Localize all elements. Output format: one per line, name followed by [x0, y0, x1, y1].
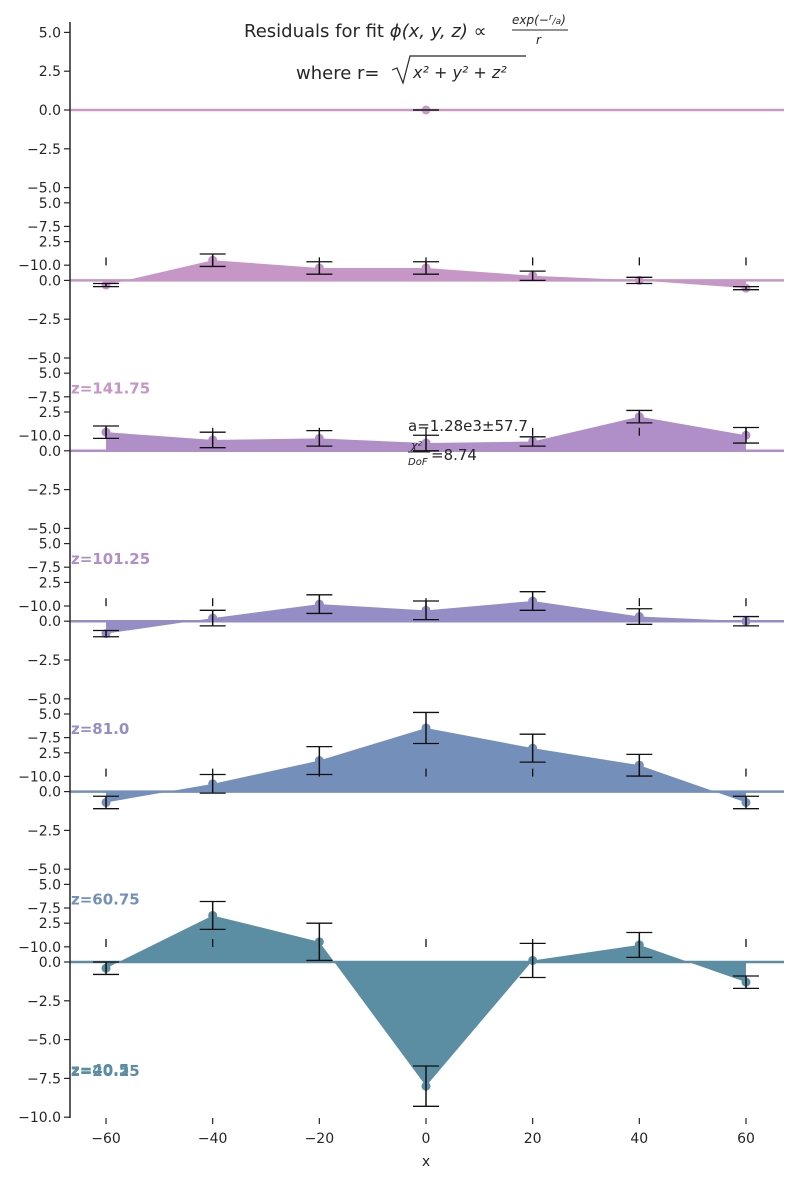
y-tick-label: −10.0: [18, 769, 61, 785]
y-ticks-panel-3: 5.0 2.5 0.0 −2.5 −5.0 −7.5 −10.0: [18, 537, 70, 785]
z-label: z=101.25: [71, 550, 150, 568]
y-tick-label: 2.5: [39, 235, 61, 251]
x-tick-label: 0: [422, 1131, 431, 1147]
y-tick-label: 0.0: [39, 273, 61, 289]
x-tick-label: 20: [524, 1131, 542, 1147]
axes-layer: 5.0 2.5 0.0 −2.5 −5.0 −7.5 −10.0 5.0 2.5 0.0 −2.5 −…: [18, 22, 755, 1147]
y-tick-label: −7.5: [27, 731, 61, 747]
y-tick-label: 2.5: [39, 575, 61, 591]
y-tick-label: −7.5: [27, 901, 61, 917]
y-tick-label: 0.0: [39, 444, 61, 460]
y-tick-label: 5.0: [39, 537, 61, 553]
y-tick-label: −2.5: [27, 483, 61, 499]
y-tick-label: −7.5: [27, 1071, 61, 1087]
y-tick-label: 2.5: [39, 916, 61, 932]
x-tick-label: 60: [737, 1131, 755, 1147]
panel-1: [70, 253, 784, 293]
y-tick-label: 5.0: [39, 707, 61, 723]
z-label-bottom: z=20.25: [71, 1062, 140, 1080]
y-tick-label: −5.0: [27, 862, 61, 878]
y-ticks-panel-0: 5.0 2.5 0.0 −2.5 −5.0 −7.5 −10.0: [18, 25, 70, 274]
y-tick-label: 2.5: [39, 746, 61, 762]
y-tick-label: −2.5: [27, 142, 61, 158]
y-tick-label: −5.0: [27, 351, 61, 367]
x-tick-label: −20: [305, 1131, 335, 1147]
svg-text:DoF: DoF: [408, 457, 428, 468]
y-tick-label: 0.0: [39, 955, 61, 971]
panel-3: [70, 591, 784, 639]
y-tick-label: 0.0: [39, 103, 61, 119]
panel-0: [70, 105, 784, 115]
z-label: z=60.75: [71, 891, 140, 909]
y-tick-label: 5.0: [39, 196, 61, 212]
y-tick-label: 0.0: [39, 785, 61, 801]
svg-text:r: r: [536, 33, 542, 47]
residual-area: [106, 915, 746, 1087]
z-label: z=40.5: [71, 1061, 129, 1079]
y-tick-label: −10.0: [18, 940, 61, 956]
svg-text:χ²: χ²: [410, 439, 423, 452]
y-tick-label: 5.0: [39, 877, 61, 893]
y-tick-label: −2.5: [27, 823, 61, 839]
y-tick-label: −7.5: [27, 560, 61, 576]
y-tick-label: −7.5: [27, 390, 61, 406]
y-ticks-panel-5: 5.0 2.5 0.0 −2.5 −5.0 −7.5 −10.0: [18, 877, 70, 1126]
y-ticks-panel-2: 5.0 2.5 0.0 −2.5 −5.0 −7.5 −10.0: [18, 366, 70, 615]
y-tick-label: −10.0: [18, 599, 61, 615]
y-ticks-panel-4: 5.0 2.5 0.0 −2.5 −5.0 −7.5 −10.0: [18, 707, 70, 956]
x-tick-label: −60: [91, 1131, 121, 1147]
z-label: z=81.0: [71, 720, 129, 738]
y-tick-label: 2.5: [39, 405, 61, 421]
panel-2: [70, 409, 784, 453]
y-tick-label: 0.0: [39, 614, 61, 630]
title-fraction: exp(−r/a) r: [512, 13, 568, 47]
svg-text:=8.74: =8.74: [431, 446, 477, 464]
y-tick-label: −2.5: [27, 653, 61, 669]
panels-layer: [70, 105, 784, 1107]
chart-subtitle: where r=: [296, 63, 380, 84]
panel-4: [70, 711, 784, 810]
residual-area: [106, 416, 746, 451]
y-tick-label: −10.0: [18, 1110, 61, 1126]
y-tick-label: −7.5: [27, 219, 61, 235]
svg-text:x² + y² + z²: x² + y² + z²: [412, 63, 507, 82]
panel-5: [70, 900, 784, 1107]
y-tick-label: 5.0: [39, 25, 61, 41]
y-tick-label: −10.0: [18, 258, 61, 274]
y-tick-label: −10.0: [18, 429, 61, 445]
x-tick-label: 40: [630, 1131, 648, 1147]
z-label: z=141.75: [71, 379, 150, 397]
y-tick-label: −2.5: [27, 312, 61, 328]
subtitle-sqrt: x² + y² + z²: [391, 55, 526, 85]
residual-area: [106, 727, 746, 803]
y-tick-label: 5.0: [39, 366, 61, 382]
y-tick-label: −5.0: [27, 1033, 61, 1049]
chart-title: Residuals for fit ϕ(x, y, z) ∝: [244, 21, 486, 42]
x-axis-label: x: [422, 1154, 430, 1170]
x-axis: −60 −40 −20 0 20 40 60: [91, 1118, 755, 1147]
y-tick-label: −5.0: [27, 181, 61, 197]
y-tick-label: −5.0: [27, 521, 61, 537]
y-ticks-panel-1: 5.0 2.5 0.0 −2.5 −5.0 −7.5 −10.0: [18, 196, 70, 445]
y-tick-label: −5.0: [27, 692, 61, 708]
chi2-annotation: χ² DoF =8.74: [408, 439, 477, 468]
x-tick-label: −40: [198, 1131, 228, 1147]
y-tick-label: −2.5: [27, 994, 61, 1010]
y-tick-label: 2.5: [39, 64, 61, 80]
svg-text:exp(−r/a): exp(−r/a): [512, 13, 566, 27]
fit-parameter-annotation: a=1.28e3±57.7: [408, 417, 528, 435]
